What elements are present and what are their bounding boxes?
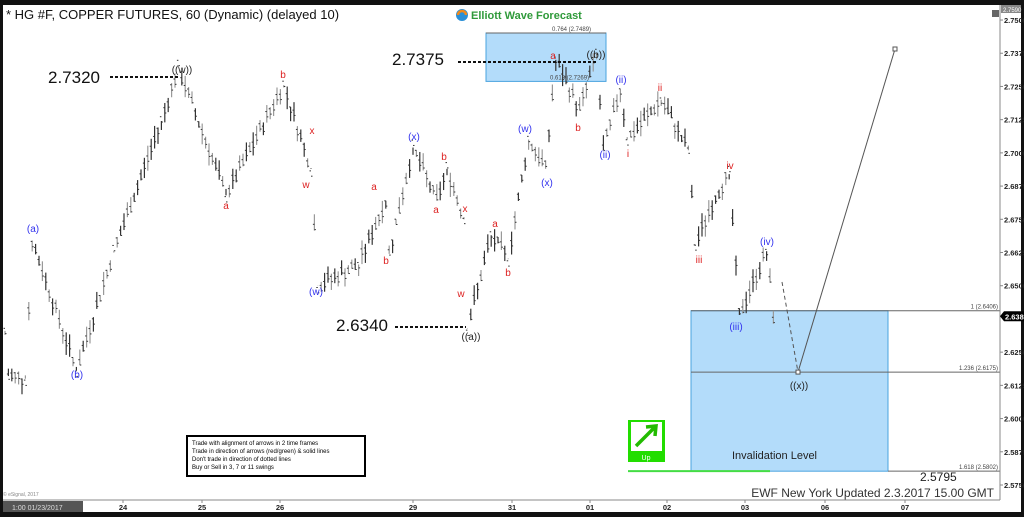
logo-text: Elliott Wave Forecast <box>471 10 582 22</box>
wave-label: b <box>441 152 447 163</box>
wave-label: (ii) <box>615 75 626 86</box>
projection-handle <box>892 46 898 52</box>
wave-label: w <box>456 289 465 300</box>
fib-label: 1 (2.6406) <box>971 305 998 311</box>
wave-label: (w) <box>309 287 323 298</box>
fib-label: 0.618 (2.7269) <box>550 75 589 81</box>
direction-badge: Up <box>628 420 665 462</box>
wave-label: b <box>505 268 511 279</box>
wave-label: (ii) <box>599 150 610 161</box>
projection-handle <box>795 369 801 375</box>
price-callout: 2.7375 <box>392 50 444 69</box>
last-price: 2.6385 <box>1005 312 1024 321</box>
wave-label: (x) <box>541 178 553 189</box>
rule-line: Don't trade in direction of dotted lines <box>192 457 291 463</box>
projection-solid-line <box>797 48 896 373</box>
wave-label: x <box>463 204 468 215</box>
update-stamp: EWF New York Updated 2.3.2017 15.00 GMT <box>751 486 994 500</box>
wave-label: ((a)) <box>462 332 481 343</box>
cursor-time-box <box>3 501 83 512</box>
direction-label: Up <box>642 455 651 462</box>
copyright: © eSignal, 2017 <box>3 491 39 498</box>
wave-label: (iv) <box>760 237 774 248</box>
y-tick-label: 2.5875 <box>1004 448 1024 457</box>
fib-label: 1.236 (2.6175) <box>959 366 998 372</box>
wave-label: (iii) <box>729 322 742 333</box>
target-zone-top <box>485 32 607 82</box>
x-tick-label: 01 <box>586 503 594 512</box>
rules-box: Trade with alignment of arrows in 2 time… <box>186 435 366 477</box>
x-tick-label: 06 <box>821 503 829 512</box>
top-price: 2.7590 <box>1003 8 1022 14</box>
y-tick-label: 2.7000 <box>1004 149 1024 158</box>
arrow-up-right-icon <box>634 424 658 448</box>
elliott-wave-logo: Elliott Wave Forecast <box>456 9 582 22</box>
y-tick-label: 2.7500 <box>1004 16 1024 25</box>
wave-label: ii <box>658 83 662 94</box>
wave-label: ((b)) <box>587 50 606 61</box>
wave-label: a <box>371 182 377 193</box>
wave-label: (b) <box>71 370 83 381</box>
rule-line: Trade in direction of arrows (red/green)… <box>192 449 330 455</box>
y-tick-label: 2.6875 <box>1004 182 1024 191</box>
wave-label: (w) <box>518 124 532 135</box>
y-tick-label: 2.6750 <box>1004 215 1024 224</box>
wave-label: iv <box>726 161 733 172</box>
chart-title: * HG #F, COPPER FUTURES, 60 (Dynamic) (d… <box>6 7 339 22</box>
x-tick-label: 26 <box>276 503 284 512</box>
price-callout: 2.7320 <box>48 68 100 87</box>
wave-label: (a) <box>27 224 39 235</box>
x-tick-label: 29 <box>409 503 417 512</box>
wave-label: a <box>223 201 229 212</box>
x-tick-label: 07 <box>901 503 909 512</box>
price-callout: 2.6340 <box>336 316 388 335</box>
wave-label: b <box>575 123 581 134</box>
wave-label: w <box>301 180 310 191</box>
maximize-icon[interactable] <box>992 10 999 17</box>
projection-dotted-line <box>781 281 799 373</box>
cursor-time: 1:00 01/23/2017 <box>12 505 63 512</box>
y-tick-label: 2.5750 <box>1004 481 1024 490</box>
wave-label: a <box>550 51 556 62</box>
y-tick-label: 2.7125 <box>1004 116 1024 125</box>
x-tick-label: 03 <box>741 503 749 512</box>
x-tick-label: 25 <box>198 503 206 512</box>
y-tick-label: 2.6125 <box>1004 381 1024 390</box>
wave-label: x <box>310 126 315 137</box>
x-tick-label: 02 <box>663 503 671 512</box>
y-tick-label: 2.6000 <box>1004 415 1024 424</box>
fib-label: 1.618 (2.5802) <box>959 465 998 471</box>
wave-label: ((x)) <box>790 381 808 392</box>
x-tick-label: 24 <box>119 503 128 512</box>
wave-label: i <box>627 149 629 160</box>
zone-label: Invalidation Level <box>732 450 817 462</box>
wave-label: a <box>492 219 498 230</box>
y-tick-label: 2.6625 <box>1004 249 1024 258</box>
y-tick-label: 2.7250 <box>1004 82 1024 91</box>
wave-label: a <box>433 205 439 216</box>
last-price-tag <box>1000 311 1024 322</box>
fib-label: 0.764 (2.7489) <box>552 27 591 33</box>
top-price-tag <box>1001 5 1021 13</box>
rule-line: Buy or Sell in 3, 7 or 11 swings <box>192 465 274 471</box>
price-callout: 2.5795 <box>920 470 957 484</box>
wave-label: ((w)) <box>172 65 193 76</box>
wave-label: b <box>383 256 389 267</box>
y-tick-label: 2.6250 <box>1004 348 1024 357</box>
y-tick-label: 2.7375 <box>1004 49 1024 58</box>
wave-label: (x) <box>408 132 420 143</box>
wave-label: b <box>280 70 286 81</box>
wave-label: iii <box>696 255 703 266</box>
x-tick-label: 31 <box>508 503 516 512</box>
rule-line: Trade with alignment of arrows in 2 time… <box>192 441 318 447</box>
y-tick-label: 2.6500 <box>1004 282 1024 291</box>
